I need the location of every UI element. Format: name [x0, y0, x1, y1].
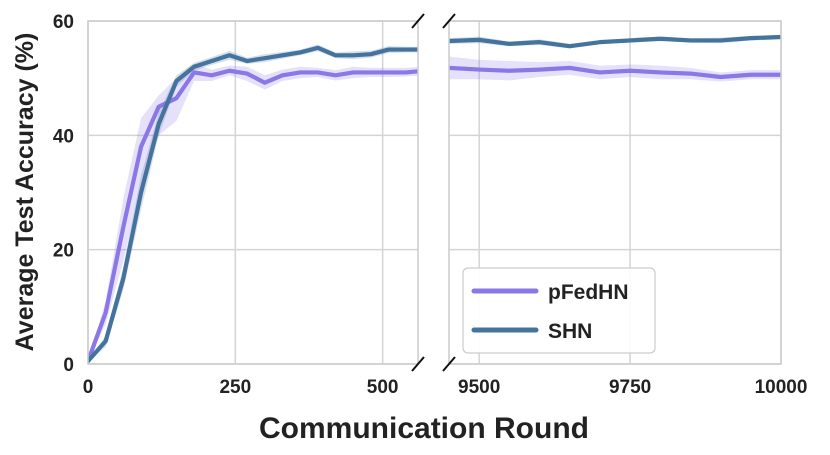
break-mark: [442, 13, 456, 29]
break-mark: [442, 356, 456, 372]
series-line-shn: [449, 34, 781, 49]
y-axis-tick-labels: 0 20 40 60: [53, 12, 74, 376]
plot-frame: [87, 20, 419, 365]
break-mark: [411, 356, 425, 372]
plot-frame: [448, 20, 782, 365]
x-tick-label: 250: [219, 377, 251, 398]
legend: pFedHN SHN: [462, 267, 656, 354]
x-axis-label: Communication Round: [259, 412, 589, 445]
left-panel: [87, 20, 419, 365]
series-line-pfedhn: [88, 68, 418, 364]
y-tick-label: 40: [53, 126, 74, 147]
axis-break-marks: [411, 13, 456, 372]
x-axis-tick-labels: 0 250 500 9500 9750 10000: [83, 377, 808, 398]
y-axis-label: Average Test Accuracy (%): [11, 33, 39, 352]
series-line-shn: [88, 45, 418, 364]
legend-label-pfedhn: pFedHN: [548, 281, 629, 304]
y-tick-label: 20: [53, 241, 74, 262]
x-tick-label: 0: [83, 377, 94, 398]
legend-label-shn: SHN: [548, 320, 592, 343]
break-mark: [411, 13, 425, 29]
y-tick-label: 0: [63, 355, 74, 376]
x-tick-label: 500: [367, 377, 399, 398]
y-tick-label: 60: [53, 12, 74, 33]
x-tick-label: 9500: [458, 377, 500, 398]
x-tick-label: 9750: [609, 377, 651, 398]
x-tick-label: 10000: [755, 377, 808, 398]
series-line-pfedhn: [449, 65, 781, 80]
right-panel: [448, 20, 782, 365]
